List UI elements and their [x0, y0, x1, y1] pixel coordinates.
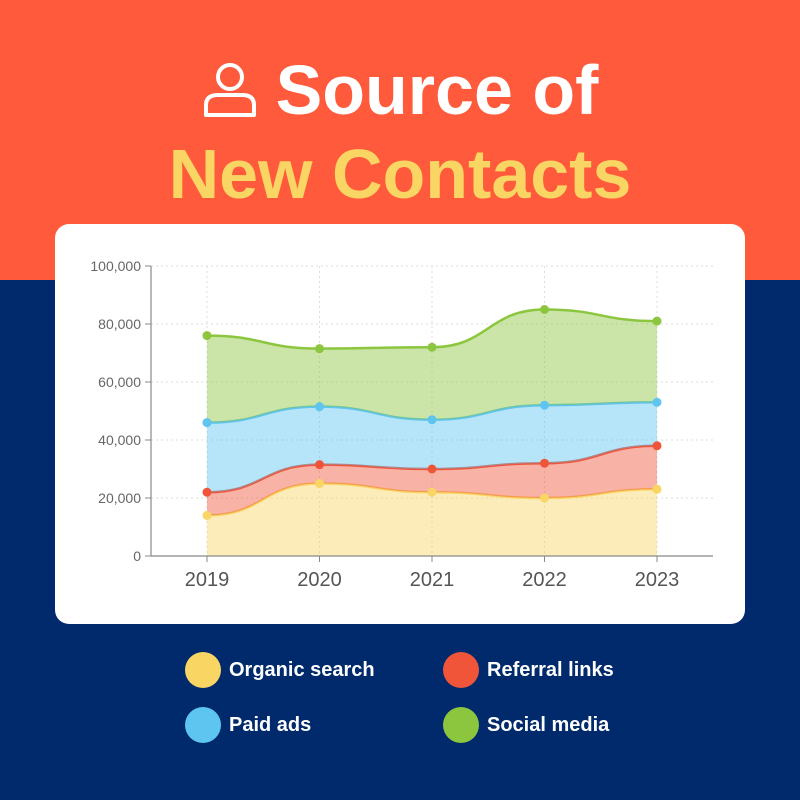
point-social-media [652, 316, 662, 326]
legend-label-social-media: Social media [487, 713, 610, 736]
point-social-media [315, 344, 324, 354]
point-referral-links [427, 464, 437, 474]
point-organic-search [315, 479, 324, 488]
legend-item-referral-links: Referral links [443, 650, 614, 690]
y-tick-label: 100,000 [90, 258, 141, 274]
area-social-media [207, 309, 657, 423]
title-line-1: Source of [0, 50, 800, 130]
y-tick-label: 60,000 [98, 374, 141, 390]
point-organic-search [427, 487, 437, 497]
legend-item-social-media: Social media [443, 705, 609, 745]
legend-item-organic-search: Organic search [185, 650, 375, 690]
legend-label-referral-links: Referral links [487, 658, 614, 681]
axes [145, 265, 713, 562]
chart-legend: Organic search Referral links Paid ads S… [0, 640, 800, 760]
legend-swatch-organic-search [185, 652, 221, 688]
point-social-media [202, 331, 212, 341]
point-organic-search [540, 493, 549, 503]
legend-swatch-referral-links [443, 652, 479, 688]
x-tick-label: 2022 [522, 569, 567, 591]
legend-label-paid-ads: Paid ads [229, 713, 312, 736]
point-social-media [540, 305, 549, 314]
stacked-area-chart: 0 20,000 40,000 60,000 80,000 100,000 2019 2020… [90, 258, 713, 591]
point-organic-search [202, 510, 212, 520]
y-tick-label: 40,000 [98, 432, 141, 448]
point-organic-search [652, 484, 662, 494]
tick-labels: 0 20,000 40,000 60,000 80,000 100,000 2019 2020… [90, 258, 679, 591]
y-tick-label: 0 [133, 548, 141, 564]
legend-label-organic-search: Organic search [229, 658, 375, 681]
point-referral-links [652, 441, 662, 451]
point-social-media [427, 342, 437, 352]
user-icon [203, 62, 256, 117]
point-paid-ads [202, 418, 212, 428]
y-tick-label: 80,000 [98, 316, 141, 332]
data-points [202, 305, 662, 520]
x-tick-label: 2019 [185, 569, 230, 591]
title-line-2: New Contacts [168, 135, 632, 213]
legend-item-paid-ads: Paid ads [185, 705, 311, 745]
legend-swatch-paid-ads [185, 707, 221, 743]
x-tick-label: 2020 [297, 569, 342, 591]
point-paid-ads [652, 397, 662, 407]
point-referral-links [315, 460, 324, 470]
point-paid-ads [315, 402, 324, 412]
point-referral-links [202, 487, 212, 497]
x-tick-label: 2023 [635, 569, 680, 591]
point-paid-ads [540, 400, 549, 410]
x-tick-label: 2021 [410, 569, 455, 591]
point-referral-links [540, 458, 549, 468]
legend-swatch-social-media [443, 707, 479, 743]
y-tick-label: 20,000 [98, 490, 141, 506]
title-text-line-1: Source of [275, 51, 599, 129]
point-paid-ads [427, 415, 437, 425]
chart-card: 0 20,000 40,000 60,000 80,000 100,000 2019 2020… [55, 224, 745, 624]
area-paid-ads [207, 402, 657, 493]
